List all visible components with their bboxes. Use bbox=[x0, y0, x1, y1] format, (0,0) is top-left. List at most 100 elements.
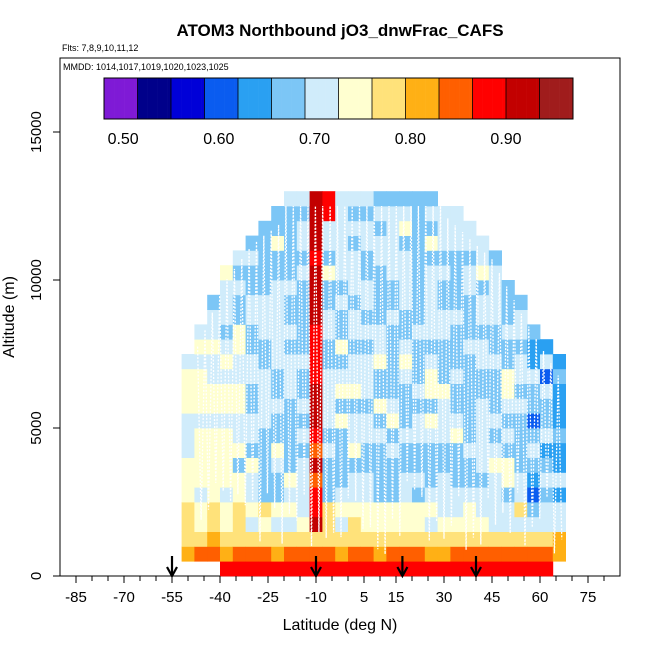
heat-cell bbox=[220, 265, 234, 281]
colorbar-segment bbox=[338, 78, 343, 119]
colorbar-segment bbox=[171, 78, 175, 119]
colorbar-segment bbox=[402, 78, 406, 119]
colorbar-segment bbox=[348, 78, 353, 119]
heat-cell bbox=[360, 280, 374, 296]
colorbar-segment bbox=[217, 78, 222, 119]
colorbar-segment bbox=[117, 78, 122, 119]
colorbar-segment bbox=[375, 78, 379, 119]
colorbar-segment bbox=[559, 78, 564, 119]
heat-cell bbox=[399, 265, 413, 281]
heat-cell bbox=[386, 280, 400, 296]
heat-cell bbox=[476, 546, 490, 562]
colorbar-segment bbox=[475, 78, 480, 119]
heat-cell bbox=[437, 561, 451, 577]
heat-cell bbox=[552, 546, 566, 562]
heat-cell bbox=[437, 442, 451, 458]
colorbar-segment bbox=[258, 78, 262, 119]
takeoff-arrow-head bbox=[470, 566, 482, 579]
heat-cell bbox=[207, 354, 221, 370]
heat-cell bbox=[527, 502, 541, 518]
heat-cell bbox=[232, 442, 246, 458]
colorbar-segment bbox=[452, 78, 457, 119]
heat-cell bbox=[552, 383, 566, 399]
heat-cell bbox=[181, 442, 195, 458]
colorbar-segment bbox=[207, 78, 212, 119]
heat-cell bbox=[194, 428, 208, 444]
heat-cell bbox=[552, 502, 566, 518]
colorbar-segment bbox=[388, 78, 393, 119]
colorbar-segment bbox=[281, 78, 286, 119]
heat-cell bbox=[412, 339, 426, 355]
heat-cell bbox=[488, 413, 502, 429]
heat-cell bbox=[424, 531, 438, 547]
heat-cell bbox=[476, 561, 490, 577]
heat-cell bbox=[540, 502, 554, 518]
colorbar-segment bbox=[211, 78, 215, 119]
heat-cell bbox=[540, 457, 554, 473]
heat-cell bbox=[271, 294, 285, 310]
heat-cell bbox=[527, 398, 541, 414]
heat-cell bbox=[386, 354, 400, 370]
heat-cell bbox=[271, 206, 285, 222]
heat-cell bbox=[232, 561, 246, 577]
heat-cell bbox=[450, 516, 464, 532]
heat-cell bbox=[463, 383, 477, 399]
heat-cell bbox=[437, 383, 451, 399]
colorbar-segment bbox=[130, 78, 135, 119]
heat-cell bbox=[360, 354, 374, 370]
heat-cell bbox=[245, 235, 259, 251]
heat-cell bbox=[488, 250, 502, 266]
heat-cell bbox=[501, 531, 515, 547]
heat-cell bbox=[309, 472, 323, 488]
heat-cell bbox=[373, 235, 387, 251]
y-tick-label: 0 bbox=[28, 572, 45, 580]
heat-cell bbox=[450, 457, 464, 473]
colorbar-segment bbox=[241, 78, 245, 119]
colorbar-segment bbox=[194, 78, 199, 119]
heat-cell bbox=[373, 398, 387, 414]
colorbar-segment bbox=[479, 78, 483, 119]
heat-cell bbox=[258, 561, 272, 577]
colorbar-segment bbox=[221, 78, 225, 119]
heat-cell bbox=[258, 428, 272, 444]
heat-cell bbox=[540, 413, 554, 429]
heat-cell bbox=[450, 561, 464, 577]
heat-cell bbox=[399, 235, 413, 251]
heat-cell bbox=[450, 250, 464, 266]
heat-cell bbox=[309, 383, 323, 399]
heat-cell bbox=[296, 191, 310, 207]
colorbar-segment bbox=[204, 78, 209, 119]
heat-cell bbox=[437, 206, 451, 222]
heat-cell bbox=[412, 280, 426, 296]
heat-cell bbox=[488, 442, 502, 458]
heat-cell bbox=[296, 354, 310, 370]
heat-cell bbox=[540, 339, 554, 355]
heat-cell bbox=[348, 472, 362, 488]
heat-cell bbox=[207, 457, 221, 473]
colorbar-segment bbox=[305, 78, 309, 119]
heat-cell bbox=[194, 457, 208, 473]
heat-cell bbox=[220, 280, 234, 296]
colorbar-segment bbox=[184, 78, 189, 119]
colorbar-segment bbox=[485, 78, 490, 119]
colorbar-segment bbox=[177, 78, 182, 119]
heat-cell bbox=[296, 546, 310, 562]
colorbar-segment bbox=[321, 78, 326, 119]
heat-cell bbox=[348, 487, 362, 503]
heat-cell bbox=[527, 516, 541, 532]
heat-cell bbox=[348, 546, 362, 562]
heat-cell bbox=[527, 531, 541, 547]
heat-cell bbox=[386, 428, 400, 444]
heat-cell bbox=[514, 413, 528, 429]
heat-cell bbox=[309, 206, 323, 222]
heat-cell bbox=[309, 354, 323, 370]
heat-cell bbox=[476, 235, 490, 251]
heat-cell bbox=[450, 531, 464, 547]
x-tick-label: -55 bbox=[161, 589, 183, 606]
heat-cell bbox=[424, 502, 438, 518]
heat-cell bbox=[540, 561, 554, 577]
colorbar-segment bbox=[532, 78, 537, 119]
heat-cell bbox=[424, 280, 438, 296]
heat-cell bbox=[501, 502, 515, 518]
heat-cell bbox=[527, 487, 541, 503]
